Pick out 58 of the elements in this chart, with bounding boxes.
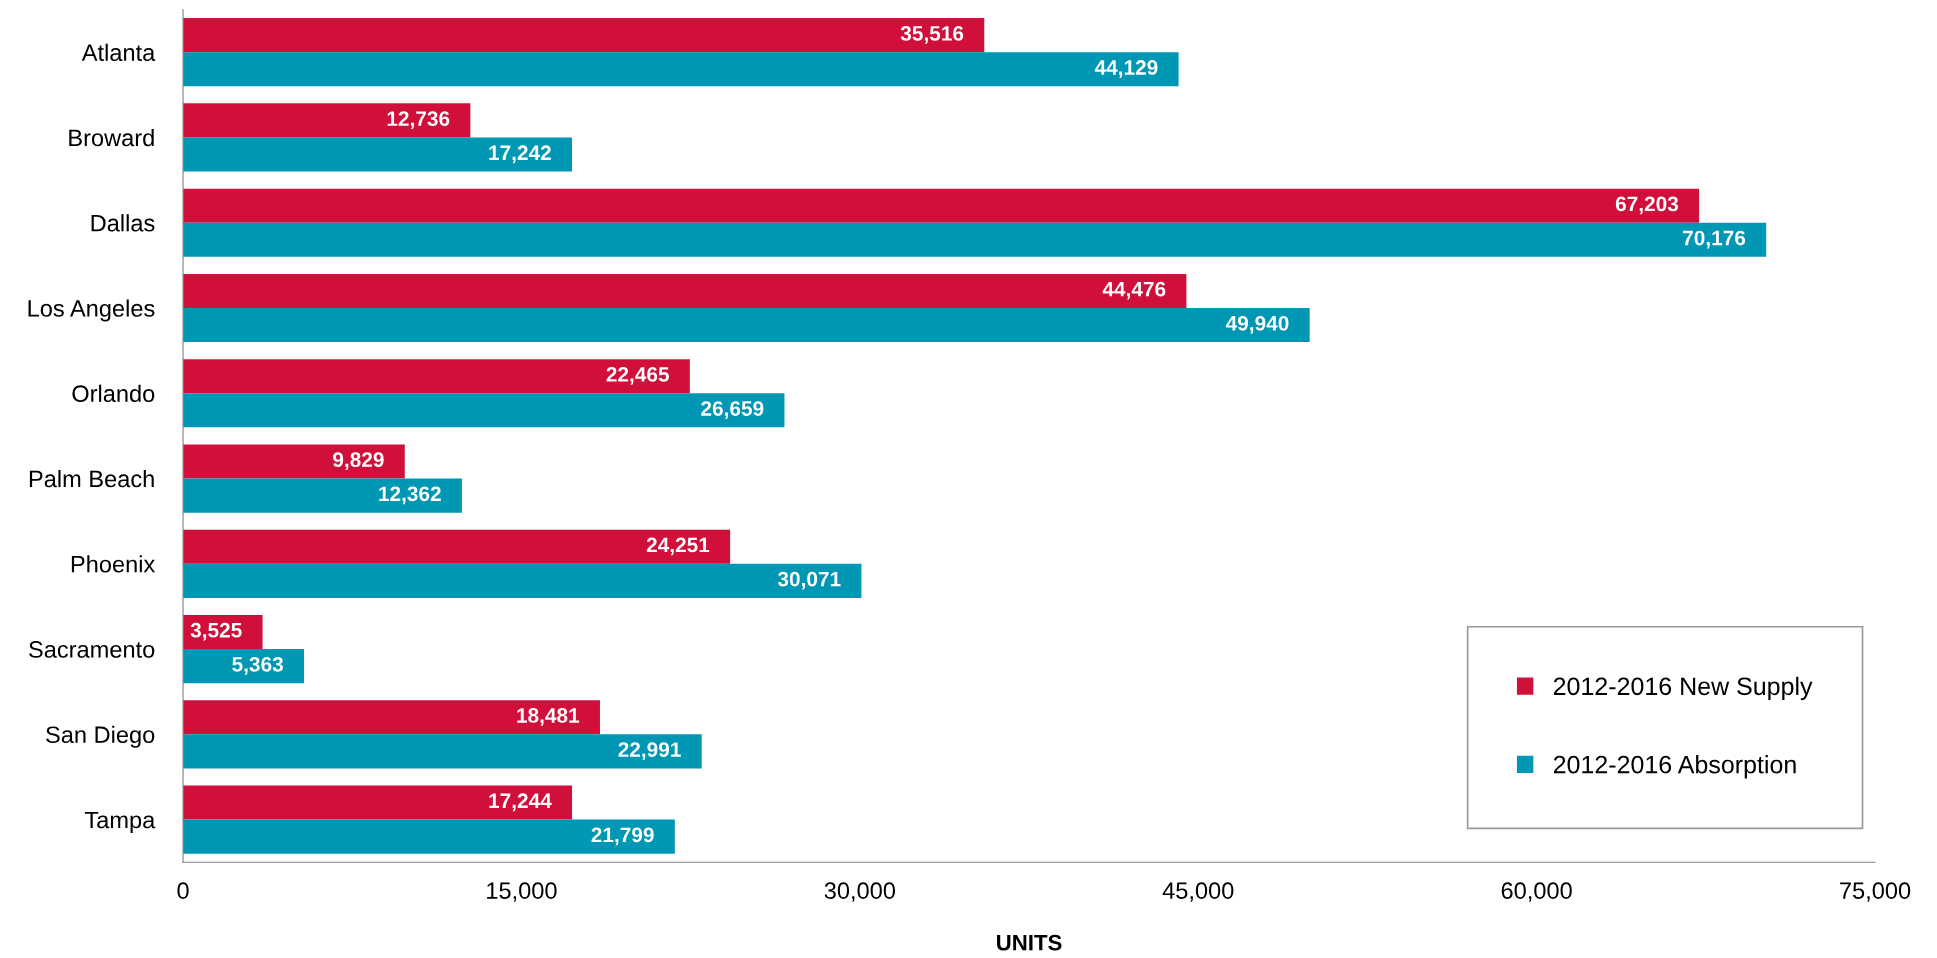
data-label: 12,736 bbox=[387, 111, 450, 130]
data-label: 44,476 bbox=[1102, 281, 1166, 300]
y-tick-label: Phoenix bbox=[71, 555, 156, 573]
bar bbox=[183, 563, 862, 598]
data-label: 24,251 bbox=[646, 537, 710, 556]
bar bbox=[183, 649, 305, 684]
x-tick-label: 30,000 bbox=[824, 882, 896, 902]
data-label: 49,940 bbox=[1225, 315, 1289, 334]
y-tick-label: Dallas bbox=[91, 214, 155, 232]
y-tick-label: Orlando bbox=[72, 384, 155, 403]
data-label: 22,991 bbox=[618, 742, 681, 760]
x-axis-title: UNITS bbox=[997, 934, 1062, 951]
y-tick-label: Palm Beach bbox=[29, 469, 154, 488]
data-label: 9,829 bbox=[333, 452, 384, 471]
bar bbox=[183, 734, 702, 769]
y-tick-label: Broward bbox=[69, 128, 154, 147]
data-label: 18,481 bbox=[517, 708, 580, 726]
legend-label: 2012-2016 Absorption bbox=[1553, 755, 1796, 779]
data-label: 30,071 bbox=[777, 571, 841, 590]
data-label: 70,176 bbox=[1683, 230, 1746, 249]
bar bbox=[183, 222, 1767, 257]
data-label: 22,465 bbox=[606, 367, 669, 385]
bar bbox=[183, 103, 471, 138]
bar bbox=[183, 529, 731, 564]
bar bbox=[183, 18, 985, 53]
data-label: 35,516 bbox=[900, 26, 964, 44]
data-label: 17,244 bbox=[489, 793, 552, 812]
x-tick-label: 60,000 bbox=[1501, 882, 1572, 902]
data-label: 67,203 bbox=[1615, 196, 1679, 215]
bar bbox=[183, 819, 675, 854]
data-label: 3,525 bbox=[190, 622, 242, 641]
bar bbox=[183, 393, 785, 428]
bar bbox=[183, 52, 1179, 87]
x-tick-label: 0 bbox=[177, 882, 189, 899]
bar bbox=[183, 273, 1187, 308]
y-tick-label: Tampa bbox=[84, 811, 156, 834]
bar bbox=[183, 137, 573, 172]
y-tick-label: Los Angeles bbox=[28, 299, 155, 322]
data-label: 44,129 bbox=[1094, 60, 1158, 78]
legend-label: 2012-2016 New Supply bbox=[1553, 676, 1813, 701]
bar bbox=[183, 359, 690, 394]
y-tick-label: Atlanta bbox=[81, 43, 156, 61]
x-tick-label: 75,000 bbox=[1840, 882, 1911, 902]
data-label: 26,659 bbox=[701, 401, 764, 419]
data-label: 5,363 bbox=[232, 656, 283, 675]
data-label: 17,242 bbox=[489, 145, 551, 164]
y-tick-label: San Diego bbox=[46, 725, 155, 748]
data-label: 12,362 bbox=[379, 486, 441, 505]
data-label: 21,799 bbox=[591, 827, 654, 846]
bar bbox=[183, 700, 600, 735]
y-tick-label: Sacramento bbox=[29, 641, 155, 658]
bar bbox=[183, 785, 573, 820]
x-tick-label: 15,000 bbox=[487, 882, 557, 902]
bar bbox=[183, 444, 405, 479]
x-tick-label: 45,000 bbox=[1162, 882, 1234, 902]
bar bbox=[183, 188, 1700, 223]
bar bbox=[183, 478, 462, 513]
bar bbox=[183, 308, 1310, 343]
